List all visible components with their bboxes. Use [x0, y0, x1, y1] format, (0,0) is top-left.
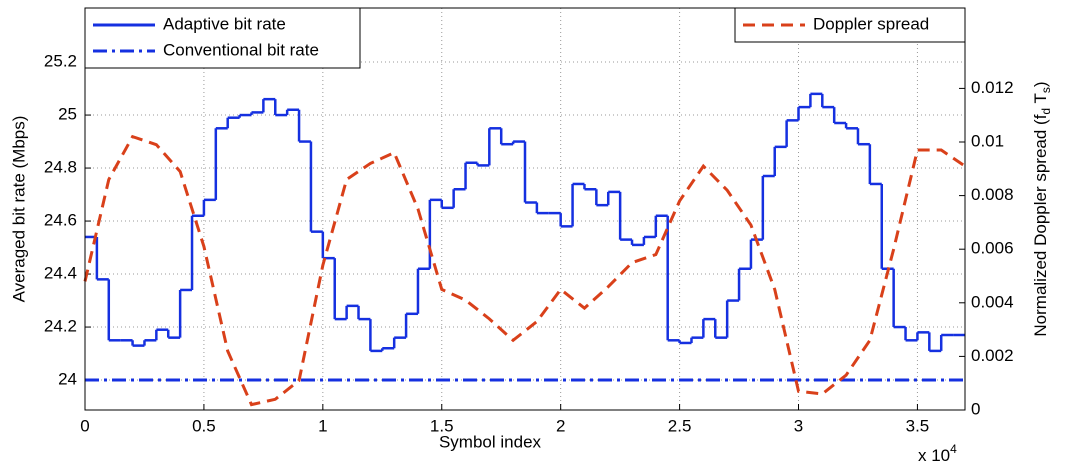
- y2-label-part: Normalized Doppler spread (f: [1031, 114, 1050, 336]
- plot-frame: [84, 7, 966, 411]
- x-tick-label: 1.5: [430, 416, 454, 435]
- y2-tick-label: 0.006: [971, 239, 1014, 258]
- y2-tick-label: 0.002: [971, 346, 1014, 365]
- x-tick-label: 0: [80, 416, 89, 435]
- y2-axis-label: Normalized Doppler spread (fd Ts): [1031, 81, 1053, 336]
- x-axis-label: Symbol index: [439, 432, 542, 451]
- x-tick-label: 0.5: [192, 416, 216, 435]
- y2-label-part: d: [1039, 108, 1053, 115]
- step-riser: [95, 93, 943, 351]
- y2-label-part: ): [1031, 81, 1050, 87]
- x-tick-label: 3: [794, 416, 803, 435]
- legend-box: [84, 7, 361, 69]
- x-exponent-power: 4: [950, 442, 957, 456]
- x-exponent: x 104: [918, 442, 957, 465]
- x-exponent-base: x 10: [918, 446, 950, 465]
- y2-label-part: T: [1031, 93, 1050, 108]
- x-tick-label: 3.5: [906, 416, 930, 435]
- y2-tick-label: 0.004: [971, 292, 1014, 311]
- y-tick-label: 24: [58, 370, 77, 389]
- y-tick-label: 24.8: [44, 158, 77, 177]
- y-tick-label: 25.2: [44, 52, 77, 71]
- y-tick-label: 24.4: [44, 264, 77, 283]
- x-tick-label: 1: [318, 416, 327, 435]
- x-tick-label: 2: [556, 416, 565, 435]
- legend-label: Conventional bit rate: [163, 40, 319, 59]
- legend-label: Adaptive bit rate: [163, 14, 286, 33]
- y-tick-label: 24.6: [44, 211, 77, 230]
- y-tick-label: 24.2: [44, 317, 77, 336]
- legend-label: Doppler spread: [813, 14, 929, 33]
- y2-tick-label: 0.008: [971, 185, 1014, 204]
- y2-tick-label: 0: [971, 399, 980, 418]
- y2-tick-label: 0.012: [971, 78, 1014, 97]
- y2-tick-label: 0.01: [971, 131, 1004, 150]
- y-axis-label: Averaged bit rate (Mbps): [9, 116, 28, 303]
- series-line: [83, 134, 966, 407]
- y-tick-label: 25: [58, 105, 77, 124]
- y2-label-part: s: [1039, 87, 1053, 93]
- x-tick-label: 2.5: [668, 416, 692, 435]
